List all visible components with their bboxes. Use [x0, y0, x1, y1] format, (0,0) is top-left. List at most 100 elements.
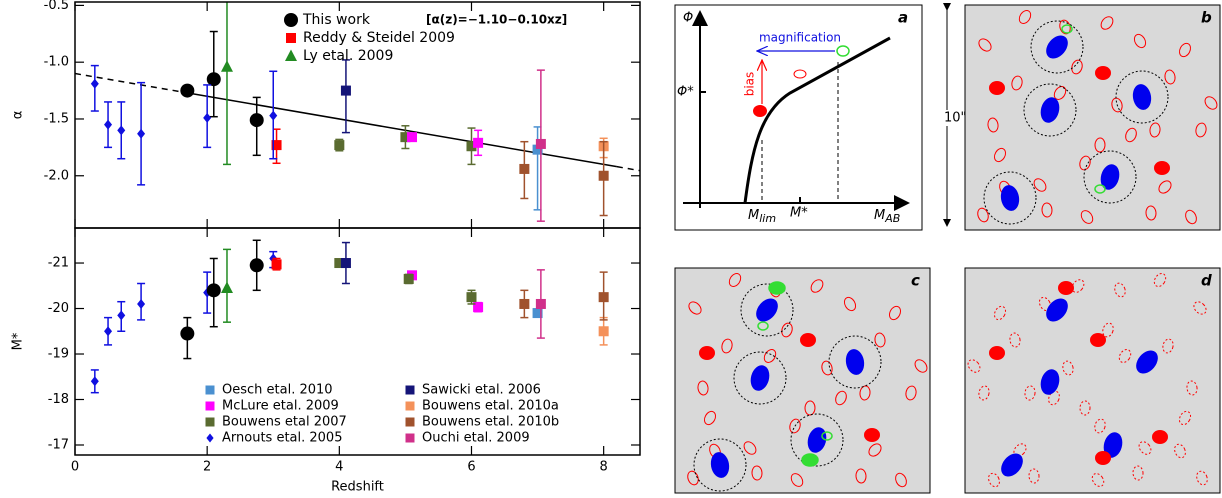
point: [406, 402, 415, 411]
point: [519, 299, 529, 309]
x-tick-label: 6: [467, 460, 475, 475]
point: [599, 326, 609, 336]
point: [284, 13, 298, 27]
axis-label: AB: [884, 212, 900, 225]
axis-label: Φ: [683, 11, 693, 26]
lensed-galaxy: [769, 282, 785, 294]
point: [599, 171, 609, 181]
panel-label: c: [911, 272, 920, 290]
bright-galaxy: [800, 333, 816, 347]
point: [519, 164, 529, 174]
point: [180, 84, 194, 98]
point: [404, 274, 414, 284]
point: [104, 326, 112, 336]
legend-label: Oesch etal. 2010: [222, 383, 333, 398]
point: [285, 50, 297, 62]
point: [250, 113, 264, 127]
panel-label: a: [898, 9, 908, 27]
point: [207, 283, 221, 297]
point: [272, 259, 282, 269]
axis-label: Φ*: [677, 85, 694, 100]
bright-galaxy: [1152, 430, 1168, 444]
axis-label: M: [748, 208, 759, 223]
point: [406, 434, 415, 443]
point: [341, 258, 351, 268]
point: [406, 386, 415, 395]
y-tick-label: -0.5: [44, 0, 69, 13]
point: [91, 79, 99, 89]
point: [473, 138, 483, 148]
point: [207, 72, 221, 86]
y-tick-label: -1.5: [44, 111, 69, 126]
y-axis-label: α: [11, 111, 26, 120]
point: [206, 402, 215, 411]
y-axis-label: M*: [11, 332, 26, 350]
panel-label: b: [1201, 9, 1212, 27]
x-tick-label: 0: [71, 460, 79, 475]
panel-a: a Φ Φ* magnification bias Mlim M* MAB: [675, 5, 922, 230]
legend-label: Bouwens etal. 2010a: [422, 399, 559, 414]
point: [91, 376, 99, 386]
point: [203, 113, 211, 123]
legend-label: Arnouts etal. 2005: [222, 431, 342, 446]
y-tick-label: -18: [48, 392, 69, 407]
point: [536, 299, 546, 309]
fit-line: [617, 167, 640, 171]
point: [286, 33, 296, 43]
point: [206, 386, 215, 395]
y-tick-label: -19: [48, 347, 69, 362]
legend-label: Bouwens etal 2007: [222, 415, 347, 430]
bright-galaxy: [1095, 451, 1111, 465]
legend-label: McLure etal. 2009: [222, 399, 339, 414]
point: [180, 327, 194, 341]
point: [407, 132, 417, 142]
panel-d: d: [965, 268, 1220, 493]
point: [117, 310, 125, 320]
scale-label: 10": [944, 111, 967, 126]
point: [466, 292, 476, 302]
point: [104, 120, 112, 130]
bright-galaxy: [1090, 333, 1106, 347]
bright-galaxy: [699, 346, 715, 360]
legend-label: Reddy & Steidel 2009: [303, 30, 455, 46]
point: [599, 292, 609, 302]
legend-fit: [α(z)=−1.10−0.10xz]: [426, 13, 567, 27]
y-tick-label: -21: [48, 256, 69, 271]
panel-c: c: [675, 268, 930, 493]
x-axis-label: Redshift: [331, 480, 384, 495]
plot-area: [91, 240, 609, 392]
axis-label: M: [874, 208, 885, 223]
point: [137, 299, 145, 309]
bright-galaxy: [1095, 66, 1111, 80]
point: [117, 125, 125, 135]
point: [406, 418, 415, 427]
point: [536, 139, 546, 149]
legend-label: Ouchi etal. 2009: [422, 431, 530, 446]
chart-area: -2.0-1.5-1.0-0.5αThis workReddy & Steide…: [11, 0, 641, 494]
point: [137, 129, 145, 139]
legend-label: This work: [302, 12, 371, 28]
bright-galaxy: [1058, 281, 1074, 295]
panel-label: d: [1201, 272, 1212, 290]
axis-label: lim: [759, 212, 776, 225]
point: [206, 418, 215, 427]
figure: -2.0-1.5-1.0-0.5αThis workReddy & Steide…: [0, 0, 1222, 498]
bright-galaxy: [1154, 161, 1170, 175]
annotation: bias: [743, 72, 757, 97]
legend-label: Bouwens etal. 2010b: [422, 415, 559, 430]
bright-galaxy: [864, 428, 880, 442]
x-tick-label: 4: [335, 460, 343, 475]
y-tick-label: -17: [48, 437, 69, 452]
lensed-galaxy: [802, 454, 818, 466]
panel-b: 10" b: [940, 5, 1220, 230]
point: [221, 282, 233, 294]
x-tick-label: 8: [600, 460, 608, 475]
point: [269, 111, 277, 121]
galaxy: [753, 105, 767, 117]
legend-label: Sawicki etal. 2006: [422, 383, 541, 398]
fit-line: [187, 93, 617, 167]
panel-frame: [965, 268, 1220, 493]
bright-galaxy: [989, 81, 1005, 95]
legend-label: Ly etal. 2009: [303, 48, 393, 64]
y-tick-label: -2.0: [44, 168, 69, 183]
